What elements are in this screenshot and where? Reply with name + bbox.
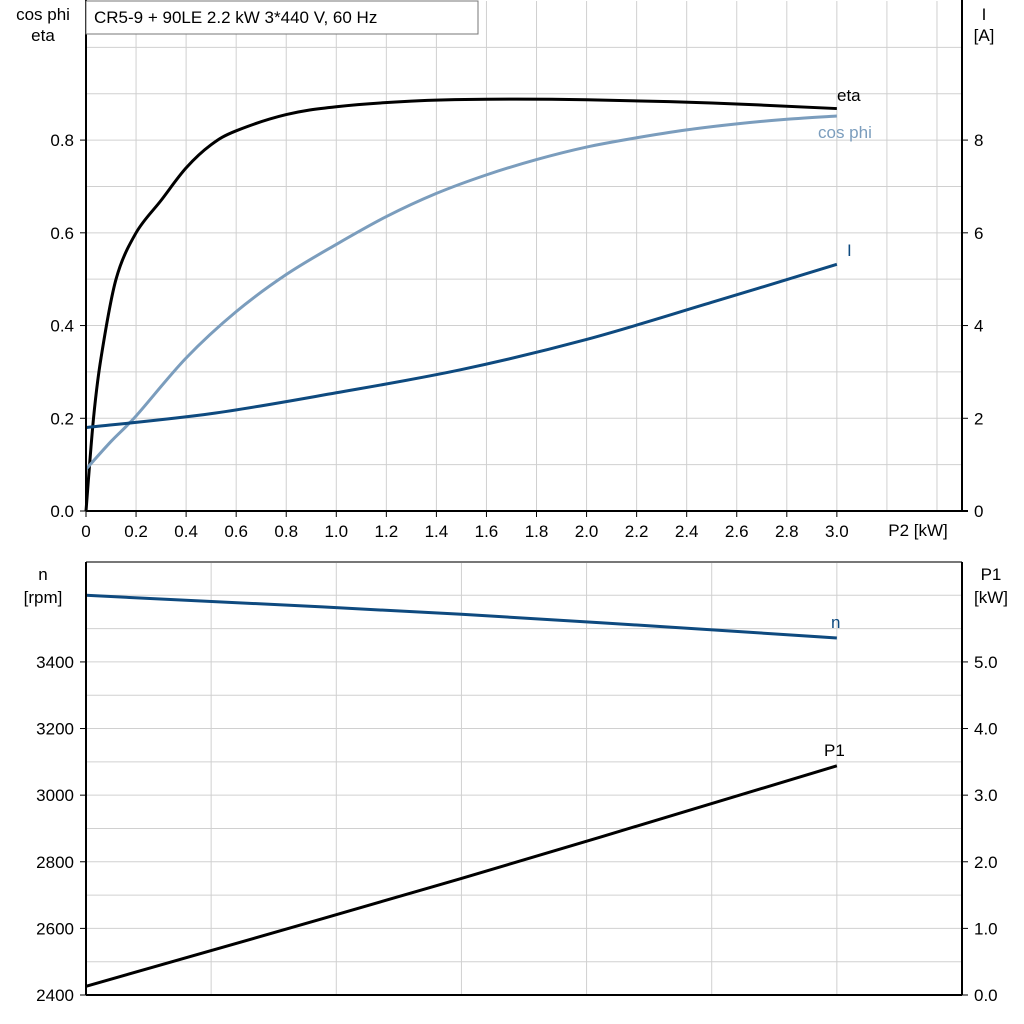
y-right-tick-label: 0.0 xyxy=(974,986,998,1005)
y-right-tick-label: 4 xyxy=(974,317,983,336)
x-axis-label: P2 [kW] xyxy=(888,521,948,540)
chart-title: CR5-9 + 90LE 2.2 kW 3*440 V, 60 Hz xyxy=(94,8,377,27)
y-left-tick-label: 0.2 xyxy=(50,409,74,428)
x-tick-label: 2.2 xyxy=(625,522,649,541)
x-tick-label: 1.2 xyxy=(375,522,399,541)
x-tick-label: 0.6 xyxy=(224,522,248,541)
y-right-tick-label: 5.0 xyxy=(974,653,998,672)
y-right-tick-label: 6 xyxy=(974,224,983,243)
bottom-right-ylabel-2: [kW] xyxy=(974,588,1008,607)
curve-eta xyxy=(84,97,837,512)
axes: 0 0.2 0.4 0.6 0.8 1.0 1.2 1.4 1.6 1.8 2.0 2.2 2.4 2.6… xyxy=(36,0,998,1005)
x-tick-label: 1.4 xyxy=(425,522,449,541)
curve-i xyxy=(85,262,838,430)
bottom-left-ylabel-2: [rpm] xyxy=(24,588,63,607)
y-right-tick-label: 1.0 xyxy=(974,919,998,938)
y-right-tick-label: 0 xyxy=(974,502,983,521)
x-tick-label: 1.8 xyxy=(525,522,549,541)
bottom-right-ylabel-1: P1 xyxy=(981,565,1002,584)
y-left-tick-label: 0.0 xyxy=(50,502,74,521)
y-right-tick-label: 2 xyxy=(974,409,983,428)
series-label-n: n xyxy=(831,613,840,632)
x-tick-label: 0 xyxy=(81,522,90,541)
y-right-tick-label: 3.0 xyxy=(974,786,998,805)
series-label-cos-phi: cos phi xyxy=(818,123,872,142)
series-label-p1: P1 xyxy=(824,741,845,760)
x-tick-label: 0.2 xyxy=(124,522,148,541)
y-left-tick-label: 3000 xyxy=(36,786,74,805)
curve-n xyxy=(85,593,837,640)
title-box xyxy=(85,0,479,35)
x-tick-label: 3.0 xyxy=(825,522,849,541)
curves xyxy=(84,97,838,988)
y-left-tick-label: 2800 xyxy=(36,853,74,872)
x-tick-label: 2.8 xyxy=(775,522,799,541)
x-tick-label: 2.4 xyxy=(675,522,699,541)
y-right-tick-label: 2.0 xyxy=(974,853,998,872)
y-left-tick-label: 0.4 xyxy=(50,317,74,336)
y-left-tick-label: 2600 xyxy=(36,919,74,938)
bottom-grid xyxy=(86,562,962,995)
top-right-ylabel-1: I xyxy=(982,5,987,24)
top-grid xyxy=(86,1,962,511)
curve-p1 xyxy=(85,764,838,988)
series-label-i: I xyxy=(847,241,852,260)
y-right-tick-label: 4.0 xyxy=(974,720,998,739)
x-tick-label: 0.8 xyxy=(274,522,298,541)
x-tick-label: 1.0 xyxy=(324,522,348,541)
y-right-tick-label: 8 xyxy=(974,131,983,150)
series-label-eta: eta xyxy=(837,86,861,105)
x-tick-label: 1.6 xyxy=(475,522,499,541)
top-left-ylabel-1: cos phi xyxy=(16,5,70,24)
y-left-tick-label: 0.6 xyxy=(50,224,74,243)
y-left-tick-label: 3200 xyxy=(36,720,74,739)
y-left-tick-label: 0.8 xyxy=(50,131,74,150)
y-left-tick-label: 2400 xyxy=(36,986,74,1005)
bottom-left-ylabel-1: n xyxy=(38,565,47,584)
top-left-ylabel-2: eta xyxy=(31,26,55,45)
x-tick-label: 2.6 xyxy=(725,522,749,541)
top-right-ylabel-2: [A] xyxy=(974,26,995,45)
x-tick-label: 2.0 xyxy=(575,522,599,541)
x-tick-label: 0.4 xyxy=(174,522,198,541)
curve-cos-phi xyxy=(84,114,837,471)
y-left-tick-label: 3400 xyxy=(36,653,74,672)
